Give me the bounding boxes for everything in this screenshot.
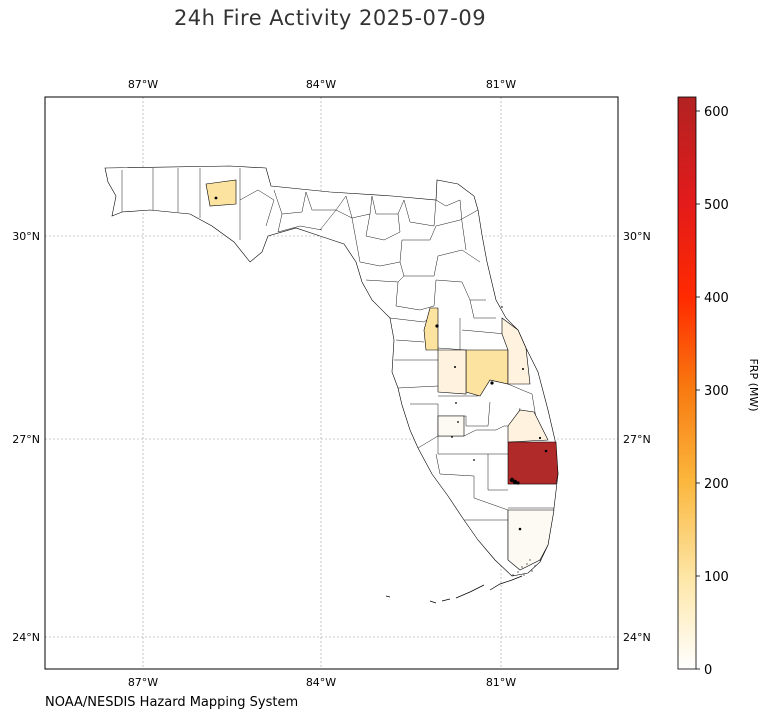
county-boundaries [121, 168, 556, 560]
county-line [403, 199, 437, 227]
fire-point [451, 436, 453, 438]
colorbar-tick-label: 600 [704, 105, 729, 120]
county-line [461, 221, 467, 251]
lon-label: 81°W [486, 676, 516, 689]
lat-label: 24°N [623, 631, 651, 644]
lon-label: 81°W [486, 78, 516, 91]
lat-label: 27°N [623, 433, 651, 446]
county-line [469, 299, 496, 319]
fire-point [522, 368, 524, 370]
county-hillsborough-low [437, 349, 467, 395]
county-fills [205, 179, 559, 571]
map-frame [44, 96, 619, 670]
county-martin-low [507, 409, 549, 443]
lon-label: 87°W [128, 676, 158, 689]
county-line [461, 329, 507, 335]
fire-point [539, 559, 541, 561]
lon-label: 84°W [306, 676, 336, 689]
fire-point [518, 527, 522, 531]
county-line [273, 189, 307, 215]
county-line [397, 385, 439, 389]
fire-point [534, 565, 536, 567]
fire-point [516, 481, 520, 485]
colorbar-tick-label: 100 [704, 570, 729, 585]
fire-point [473, 459, 475, 461]
colorbar-tick-labels: 0 100 200 300 400 500 600 [704, 105, 729, 678]
fire-point [523, 574, 525, 576]
county-line [365, 213, 401, 241]
lat-label: 27°N [12, 433, 40, 446]
fire-point [457, 421, 459, 423]
fire-point [526, 563, 528, 565]
lon-labels-bottom: 87°W 84°W 81°W [128, 676, 516, 689]
fire-point [454, 366, 456, 368]
fire-point [521, 566, 523, 568]
colorbar-tick-label: 500 [704, 198, 729, 213]
fire-point [512, 479, 518, 485]
fire-point [538, 436, 542, 440]
lat-label: 30°N [12, 230, 40, 243]
fire-point [531, 570, 533, 572]
colorbar [677, 96, 697, 670]
lat-label: 24°N [12, 631, 40, 644]
colorbar-tick-label: 400 [704, 291, 729, 306]
credit-text: NOAA/NESDIS Hazard Mapping System [45, 695, 299, 710]
county-line [371, 195, 405, 215]
keys-islands [385, 575, 523, 604]
county-line [305, 191, 347, 211]
county-line [435, 199, 463, 223]
county-hernando-medium [423, 307, 439, 351]
county-palm-beach-highest [507, 441, 559, 485]
county-line [435, 209, 479, 227]
fire-point [435, 324, 439, 328]
florida-outline [104, 165, 559, 577]
fire-point [544, 449, 548, 453]
lat-labels-right: 30°N 27°N 24°N [623, 230, 651, 644]
county-line [402, 225, 437, 241]
fire-point [512, 574, 514, 576]
fire-point [455, 402, 457, 404]
lon-labels-top: 87°W 84°W 81°W [128, 78, 516, 91]
colorbar-tick-label: 200 [704, 477, 729, 492]
fire-point [517, 571, 519, 573]
county-line [399, 249, 481, 277]
florida-state [104, 165, 559, 577]
colorbar-tick-label: 0 [704, 663, 712, 678]
florida-keys [385, 575, 523, 604]
county-desoto-low [437, 415, 465, 437]
lat-label: 30°N [623, 230, 651, 243]
county-line [355, 239, 403, 267]
colorbar-tick-label: 300 [704, 384, 729, 399]
lat-labels-left: 30°N 27°N 24°N [12, 230, 40, 644]
county-walton-medium [205, 179, 237, 207]
colorbar-label: FRP (MW) [747, 358, 760, 411]
county-line [435, 279, 486, 301]
lon-label: 84°W [306, 78, 336, 91]
county-line [319, 209, 357, 241]
map-title: 24h Fire Activity 2025-07-09 [173, 6, 487, 30]
lon-label: 87°W [128, 78, 158, 91]
fire-point [490, 381, 494, 385]
colorbar-ticks [696, 110, 700, 670]
county-line [277, 213, 323, 233]
county-line [473, 497, 509, 511]
county-line [345, 195, 373, 219]
fire-point [214, 196, 218, 200]
county-line [410, 401, 491, 427]
fire-point [501, 306, 503, 308]
county-line [395, 279, 437, 311]
county-line [435, 453, 475, 498]
fire-point [529, 559, 531, 561]
county-line [417, 435, 439, 449]
county-brevard-low [501, 317, 531, 385]
county-line [395, 339, 425, 343]
fire-detections [214, 196, 548, 576]
county-line [239, 189, 275, 227]
